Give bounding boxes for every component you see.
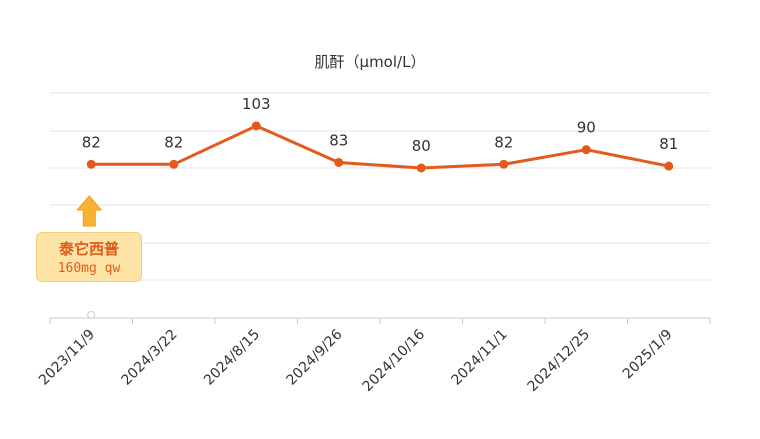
data-point (334, 157, 344, 167)
x-tick-label: 2023/11/9 (36, 327, 98, 389)
data-point (581, 145, 591, 155)
arrow-up-shape (76, 195, 103, 227)
arrow-up-icon (76, 195, 103, 319)
x-tick-label: 2024/9/26 (283, 326, 345, 388)
x-axis (49, 317, 711, 324)
data-point (664, 161, 674, 171)
drug-annotation-box: 泰它西普 160mg qw (36, 232, 142, 282)
grid-lines (50, 92, 710, 281)
data-point (499, 159, 509, 169)
annotation-dose: 160mg qw (57, 261, 121, 276)
data-label: 83 (329, 131, 348, 149)
x-tick-label: 2024/11/1 (448, 327, 510, 389)
data-point (169, 159, 179, 169)
data-points (86, 121, 674, 173)
x-tick-label: 2024/12/25 (525, 327, 593, 395)
x-tick-labels: 2023/11/9 2024/3/22 2024/8/15 2024/9/26 2024… (36, 326, 676, 394)
data-label: 82 (494, 133, 513, 151)
series-line (91, 124, 670, 170)
data-label: 81 (659, 135, 678, 153)
data-point (251, 121, 261, 131)
x-tick-label: 2025/1/9 (620, 327, 676, 383)
data-labels: 82 82 103 83 80 82 90 81 (82, 95, 679, 155)
data-label: 82 (164, 133, 183, 151)
data-label: 90 (577, 119, 596, 137)
data-label: 80 (412, 137, 431, 155)
data-label: 82 (82, 133, 101, 151)
x-tick-label: 2024/8/15 (201, 327, 263, 389)
data-point (416, 163, 426, 173)
x-tick-label: 2024/10/16 (360, 326, 428, 394)
data-label: 103 (242, 95, 271, 113)
x-tick-label: 2024/3/22 (118, 327, 180, 389)
data-point (86, 159, 96, 169)
annotation-marker (87, 311, 96, 319)
annotation-drug-name: 泰它西普 (58, 240, 119, 258)
chart-title: 肌酐（µmol/L） (315, 53, 426, 71)
